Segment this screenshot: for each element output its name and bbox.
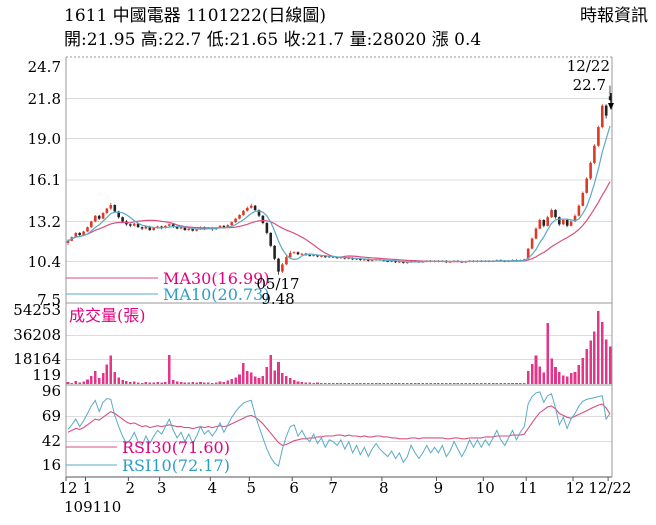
price-axis: 24.7 21.8 19.0 16.1 13.2 10.4 7.5	[28, 58, 61, 309]
x-tick-label: 8	[379, 479, 389, 497]
quote-summary: 開:21.95 高:22.7 低:21.65 收:21.7 量:28020 漲 …	[64, 30, 482, 50]
low-date-label: 05/17	[256, 275, 299, 293]
rsi-tick-label: 16	[42, 456, 61, 474]
price-tick-label: 16.1	[28, 171, 61, 189]
volume-tick-label: 18164	[13, 350, 61, 368]
rsi10-legend-label: RSI10(72.17)	[122, 456, 230, 475]
gridlines	[66, 98, 612, 443]
x-tick-label: 12	[565, 479, 584, 497]
ma10-line	[67, 125, 611, 263]
price-tick-label: 10.4	[28, 253, 61, 271]
volume-tick-label: 36208	[13, 326, 61, 344]
volume-bars	[66, 311, 612, 384]
x-tick-label: 4	[208, 479, 218, 497]
x-tick-label: 11	[519, 479, 538, 497]
rsi30-line	[67, 403, 611, 446]
volume-axis: 54253 36208 18164 119	[13, 301, 61, 384]
rsi-axis: 96 69 42 16	[42, 382, 61, 474]
x-tick-label: 1	[83, 479, 93, 497]
source-label: 時報資訊	[580, 6, 648, 26]
x-tick-label: 3	[157, 479, 167, 497]
x-tick-label: 10	[476, 479, 495, 497]
panel-frames	[65, 56, 613, 478]
price-tick-label: 19.0	[28, 130, 61, 148]
low-annotation: 05/17 9.48	[256, 275, 299, 308]
rsi30-legend-label: RSI30(71.60)	[122, 438, 230, 457]
low-price-label: 9.48	[261, 290, 294, 308]
high-price-label: 22.7	[573, 76, 606, 94]
rsi-tick-label: 69	[42, 407, 61, 425]
price-tick-label: 13.2	[28, 213, 61, 231]
high-date-label: 12/22	[567, 57, 610, 75]
rsi-legend: RSI30(71.60) RSI10(72.17)	[66, 438, 230, 475]
x-tick-label: 12	[58, 479, 77, 497]
volume-tick-label: 54253	[13, 301, 61, 319]
rsi-tick-label: 42	[42, 432, 61, 450]
x-tick-label: 5	[247, 479, 257, 497]
volume-tick-label: 119	[32, 366, 61, 384]
x-tick-label: 9	[434, 479, 444, 497]
x-tick-label: 7	[328, 479, 338, 497]
stock-title: 1611 中國電器 1101222(日線圖)	[64, 6, 327, 26]
x-tick-label: 2	[126, 479, 136, 497]
ma-legend: MA30(16.99) MA10(20.73)	[66, 269, 270, 304]
year-label: 109110	[64, 498, 121, 516]
volume-panel-title: 成交量(張)	[69, 306, 146, 325]
rsi10-line	[67, 391, 611, 467]
high-annotation: 12/22 22.7	[567, 57, 614, 110]
down-arrow-icon	[608, 93, 614, 110]
ma10-legend-label: MA10(20.73)	[163, 285, 270, 304]
rsi-tick-label: 96	[42, 382, 61, 400]
chart-header: 1611 中國電器 1101222(日線圖) 時報資訊 開:21.95 高:22…	[0, 4, 656, 52]
x-tick-label: 6	[289, 479, 299, 497]
ma30-legend-label: MA30(16.99)	[163, 269, 270, 288]
price-tick-label: 21.8	[28, 90, 61, 108]
x-axis-labels: 12 1 2 3 4 5 6 7 8 9 10 11 12 12/22	[58, 477, 632, 497]
price-tick-label: 24.7	[28, 58, 61, 76]
price-tick-label: 7.5	[37, 291, 61, 309]
x-tick-label: 12/22	[588, 479, 631, 497]
